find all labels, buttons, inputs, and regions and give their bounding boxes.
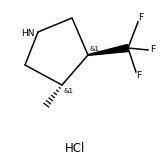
Text: HCl: HCl	[65, 141, 85, 155]
Text: F: F	[150, 46, 155, 54]
Text: F: F	[136, 72, 141, 80]
Text: HN: HN	[21, 29, 35, 37]
Text: &1: &1	[90, 46, 100, 52]
Polygon shape	[88, 45, 129, 55]
Text: F: F	[138, 13, 143, 23]
Text: &1: &1	[64, 88, 74, 94]
